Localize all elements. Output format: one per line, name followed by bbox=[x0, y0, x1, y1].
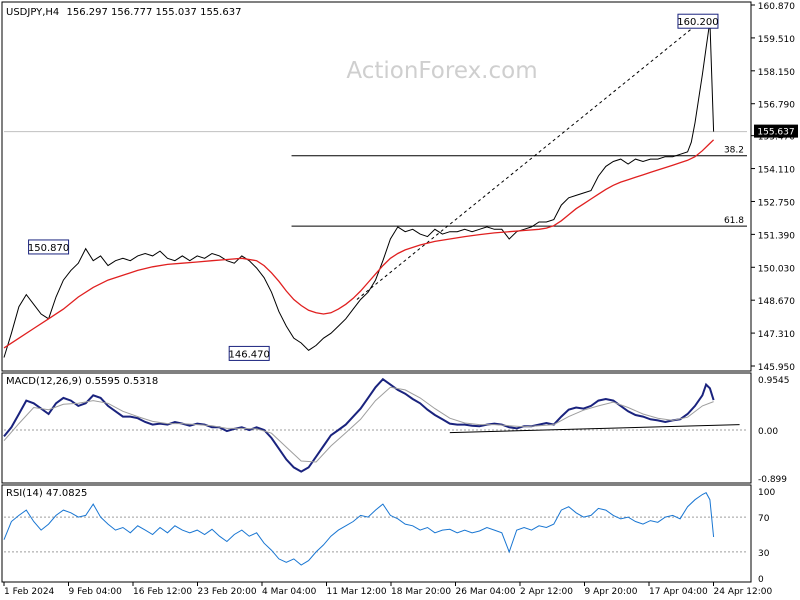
macd-panel-frame bbox=[1, 372, 752, 484]
current-price-label: 155.637 bbox=[757, 128, 794, 138]
price-callout-box bbox=[677, 13, 719, 29]
macd-trend-line bbox=[449, 424, 740, 434]
price-callout-label: 150.870 bbox=[28, 243, 69, 254]
macd-line bbox=[3, 377, 715, 473]
ohlc-label: 156.297 156.777 155.037 155.637 bbox=[66, 7, 241, 18]
price-callout: 150.870 bbox=[28, 239, 70, 255]
x-axis-tick-label: 9 Apr 20:00 bbox=[585, 587, 638, 597]
x-axis-tick-label: 16 Feb 12:00 bbox=[133, 587, 192, 597]
price-axis-tick-label: 152.750 bbox=[758, 198, 795, 208]
x-axis-tick-label: 18 Mar 20:00 bbox=[391, 587, 451, 597]
price-axis-tick-label: 155.470 bbox=[758, 133, 795, 143]
rsi-axis-tick-label: 30 bbox=[758, 549, 770, 559]
price-axis-tick-label: 154.110 bbox=[758, 166, 795, 176]
price-callout: 146.470 bbox=[228, 345, 270, 361]
rsi-axis-tick-label: 0 bbox=[758, 575, 764, 585]
x-axis-tick-label: 23 Feb 20:00 bbox=[198, 587, 257, 597]
x-axis-tick-label: 26 Mar 04:00 bbox=[456, 587, 516, 597]
price-axis-tick-label: 159.510 bbox=[758, 35, 795, 45]
rsi-axis-tick-label: 100 bbox=[758, 488, 775, 498]
price-callout-box bbox=[28, 239, 70, 255]
macd-axis-tick-label: -0.899 bbox=[758, 475, 787, 485]
x-axis-tick-label: 4 Mar 04:00 bbox=[262, 587, 317, 597]
current-price-box bbox=[754, 124, 798, 138]
x-axis-tick-label: 9 Feb 04:00 bbox=[69, 587, 123, 597]
symbol-label: USDJPY,H4 bbox=[6, 7, 59, 18]
macd-axis-tick-label: 0.9545 bbox=[758, 376, 790, 386]
price-layer: 38.2 61.8 160.200 150.870 146.470 bbox=[3, 13, 747, 361]
price-callout-label: 146.470 bbox=[229, 349, 270, 360]
x-axis-tick-label: 17 Apr 04:00 bbox=[649, 587, 708, 597]
fib-level-label: 61.8 bbox=[724, 216, 744, 226]
axis-layer: 160.870 159.510 158.150 156.790 155.470 154.1… bbox=[3, 2, 798, 597]
rsi-title: RSI(14) 47.0825 bbox=[6, 488, 87, 499]
price-callout-label: 160.200 bbox=[677, 17, 718, 28]
price-axis-tick-label: 147.310 bbox=[758, 330, 795, 340]
price-axis-tick-label: 151.390 bbox=[758, 231, 795, 241]
price-panel-frame bbox=[1, 1, 752, 372]
x-axis-tick-label: 2 Apr 12:00 bbox=[520, 587, 573, 597]
rsi-axis-tick-label: 70 bbox=[758, 514, 770, 524]
rsi-panel-frame bbox=[1, 484, 752, 583]
x-axis-tick-label: 1 Feb 2024 bbox=[4, 587, 55, 597]
price-axis-tick-label: 148.670 bbox=[758, 297, 795, 307]
price-axis-tick-label: 150.030 bbox=[758, 264, 795, 274]
price-callout-box bbox=[228, 345, 270, 361]
rsi-layer bbox=[3, 492, 747, 566]
rsi-line bbox=[3, 492, 715, 566]
price-axis-tick-label: 156.790 bbox=[758, 101, 795, 111]
fib-level-label: 38.2 bbox=[724, 146, 744, 156]
price-title: USDJPY,H4 156.297 156.777 155.037 155.63… bbox=[6, 7, 241, 18]
price-series-line bbox=[3, 21, 715, 358]
watermark: ActionForex.com bbox=[346, 58, 537, 84]
price-axis-tick-label: 160.870 bbox=[758, 2, 795, 12]
moving-average-line bbox=[3, 139, 715, 349]
trend-line-dashed bbox=[356, 23, 699, 300]
macd-layer bbox=[3, 377, 747, 473]
x-axis-tick-label: 24 Apr 12:00 bbox=[714, 587, 773, 597]
price-callout: 160.200 bbox=[677, 13, 719, 29]
macd-axis-tick-label: 0.00 bbox=[758, 427, 778, 437]
x-axis-tick-label: 11 Mar 12:00 bbox=[327, 587, 387, 597]
price-axis-tick-label: 145.950 bbox=[758, 363, 795, 373]
macd-title: MACD(12,26,9) 0.5595 0.5318 bbox=[6, 376, 158, 387]
macd-signal-line bbox=[3, 386, 714, 463]
price-axis-tick-label: 158.150 bbox=[758, 68, 795, 78]
